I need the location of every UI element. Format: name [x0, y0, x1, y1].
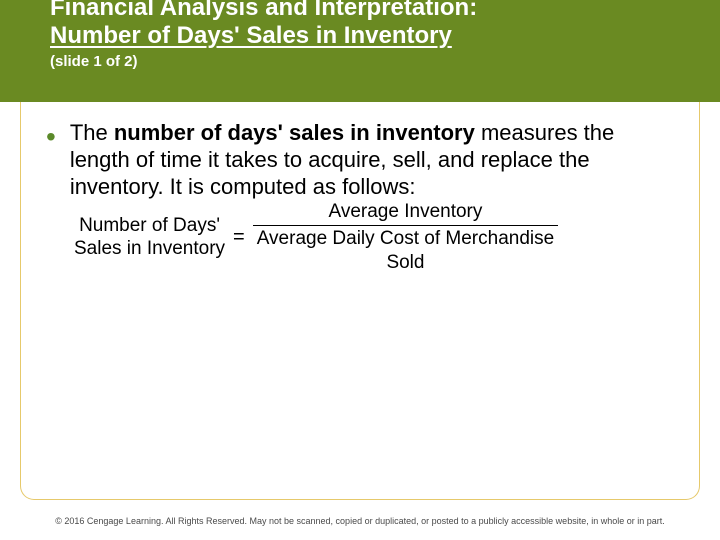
- title-line1: Financial Analysis and Interpretation:: [50, 0, 477, 21]
- header-band: Financial Analysis and Interpretation: N…: [0, 0, 720, 102]
- formula: Number of Days' Sales in Inventory = Ave…: [74, 200, 680, 274]
- bullet-item: • The number of days' sales in inventory…: [46, 120, 680, 200]
- body-paragraph: The number of days' sales in inventory m…: [70, 120, 680, 200]
- content-area: • The number of days' sales in inventory…: [46, 120, 680, 275]
- bullet-dot-icon: •: [46, 123, 56, 151]
- slide-subtitle: (slide 1 of 2): [50, 53, 670, 70]
- equals-sign: =: [233, 226, 245, 249]
- lhs-line2: Sales in Inventory: [74, 238, 225, 259]
- title-line2: Number of Days' Sales in Inventory: [50, 22, 452, 49]
- numerator: Average Inventory: [253, 200, 558, 226]
- lead-in: The: [70, 120, 114, 145]
- bold-phrase: number of days' sales in inventory: [114, 120, 475, 145]
- denominator: Average Daily Cost of Merchandise Sold: [253, 227, 558, 275]
- slide-title: Financial Analysis and Interpretation: N…: [50, 0, 670, 49]
- formula-rhs: Average Inventory Average Daily Cost of …: [253, 200, 558, 274]
- copyright-footer: © 2016 Cengage Learning. All Rights Rese…: [0, 516, 720, 526]
- denom-line2: Sold: [386, 252, 424, 273]
- formula-lhs: Number of Days' Sales in Inventory: [74, 215, 225, 261]
- lhs-line1: Number of Days': [79, 215, 220, 236]
- denom-line1: Average Daily Cost of Merchandise: [257, 228, 554, 249]
